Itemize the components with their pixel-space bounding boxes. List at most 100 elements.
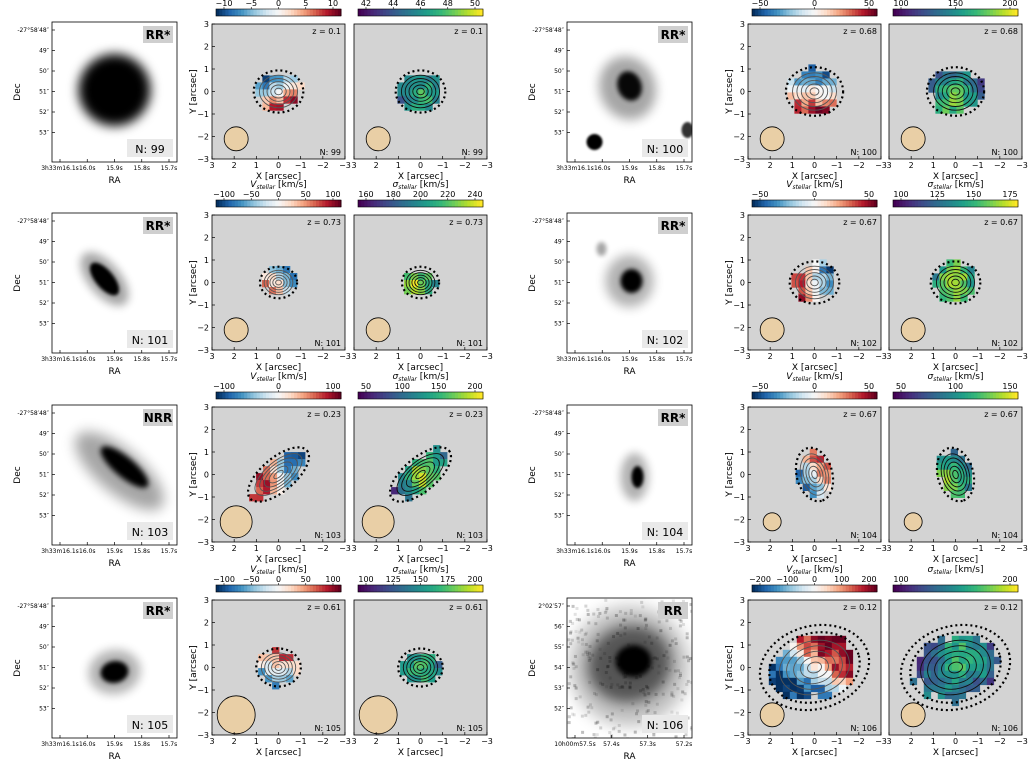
- noise-pixel: [567, 721, 571, 725]
- spaxel: [291, 452, 299, 460]
- colorbar-tick-label: 0: [276, 190, 281, 199]
- colorbar-segment: [392, 585, 396, 592]
- colorbar-segment: [955, 200, 960, 207]
- id-box: N: 106: [642, 715, 688, 733]
- colorbar-segment: [376, 392, 381, 399]
- colorbar-segment: [980, 9, 985, 16]
- colorbar-segment: [297, 9, 301, 16]
- colorbar-segment: [905, 200, 910, 207]
- noise-pixel: [598, 611, 602, 615]
- spaxel: [418, 75, 426, 83]
- spaxel: [935, 99, 943, 107]
- colorbar-segment: [845, 9, 850, 16]
- colorbar-segment: [949, 392, 953, 399]
- x-tick-label: 0: [812, 161, 817, 170]
- colorbar-segment: [322, 392, 326, 399]
- colorbar-segment: [1005, 200, 1010, 207]
- colorbar-segment: [820, 392, 825, 399]
- id-box: N: 101: [127, 330, 173, 348]
- colorbar-segment: [933, 392, 938, 399]
- colorbar-segment: [1011, 392, 1016, 399]
- colorbar-tick-label: 175: [440, 575, 455, 584]
- colorbar-segment: [389, 585, 393, 592]
- colorbar-segment: [918, 392, 922, 399]
- x-tick-label: 2: [768, 544, 773, 553]
- colorbar-segment: [958, 200, 963, 207]
- ra-tick-label: 15.8s: [649, 165, 666, 172]
- x-axis-label: X [arcsec]: [792, 172, 837, 182]
- colorbar-segment: [291, 392, 295, 399]
- spaxel: [819, 280, 827, 288]
- colorbar-segment: [955, 9, 960, 16]
- colorbar-segment: [845, 585, 850, 592]
- colorbar-segment: [445, 585, 450, 592]
- colorbar-segment: [281, 392, 286, 399]
- ra-axis-label: RA: [623, 559, 636, 569]
- y-tick-label: −1: [733, 301, 745, 310]
- colorbar-segment: [253, 200, 258, 207]
- y-tick-label: −2: [197, 133, 209, 142]
- colorbar-segment: [939, 585, 944, 592]
- y-tick-label: −2: [733, 516, 745, 525]
- spaxel: [951, 691, 960, 700]
- spaxel: [957, 462, 965, 470]
- isophote-contour: [808, 465, 821, 484]
- map-content: [246, 446, 311, 503]
- spaxel: [810, 684, 819, 693]
- dec-tick-label: 51″: [39, 89, 50, 96]
- ra-tick-label: 10h00m57.5s: [554, 741, 595, 748]
- colorbar-segment: [228, 585, 233, 592]
- x-tick-label: 3: [745, 161, 750, 170]
- spaxel: [808, 78, 816, 86]
- y-tick-label: 1: [740, 65, 745, 74]
- colorbar-segment: [833, 585, 837, 592]
- id-label: N: 104: [647, 526, 683, 539]
- colorbar-segment: [433, 585, 437, 592]
- y-tick-label: 0: [740, 664, 745, 673]
- colorbar-segment: [855, 585, 859, 592]
- colorbar-segment: [458, 9, 462, 16]
- colorbar-segment: [442, 200, 446, 207]
- spaxel: [930, 642, 939, 651]
- x-tick-label: −1: [831, 352, 843, 361]
- spaxel: [812, 266, 820, 274]
- ra-axis-label: RA: [623, 367, 636, 377]
- colorbar-segment: [256, 392, 261, 399]
- spaxel: [937, 684, 946, 693]
- colorbar-segment: [777, 392, 781, 399]
- colorbar-segment: [436, 9, 440, 16]
- isophote-contour: [266, 81, 291, 102]
- colorbar-segment: [337, 9, 342, 16]
- colorbar-segment: [1011, 585, 1016, 592]
- colorbar-segment: [861, 585, 865, 592]
- spaxel: [923, 691, 932, 700]
- colorbar-segment: [287, 585, 292, 592]
- colorbar-segment: [247, 200, 251, 207]
- spaxel: [936, 455, 944, 463]
- y-tick-label: −3: [197, 731, 209, 740]
- isophote-contour: [947, 275, 964, 290]
- colorbar-segment: [908, 200, 913, 207]
- spaxel: [944, 691, 953, 700]
- spaxel: [816, 469, 824, 477]
- spaxel: [421, 661, 429, 669]
- noise-pixel: [690, 609, 692, 613]
- noise-pixel: [586, 608, 590, 612]
- spaxel: [824, 635, 833, 644]
- spaxel: [809, 455, 817, 463]
- ra-axis-label: RA: [623, 176, 636, 186]
- colorbar-segment: [996, 200, 1000, 207]
- colorbar-segment: [467, 392, 471, 399]
- spaxel: [949, 85, 957, 93]
- colorbar-segment: [361, 9, 365, 16]
- spaxel: [936, 462, 944, 470]
- spaxel: [993, 656, 1002, 665]
- class-label: NRR: [144, 411, 173, 425]
- spaxel: [269, 82, 277, 90]
- x-tick-label: 3: [351, 544, 356, 553]
- colorbar-segment: [316, 585, 320, 592]
- colorbar-segment: [269, 392, 273, 399]
- colorbar-segment: [961, 9, 966, 16]
- ra-tick-label: 57.2s: [676, 741, 693, 748]
- noise-pixel: [685, 636, 689, 640]
